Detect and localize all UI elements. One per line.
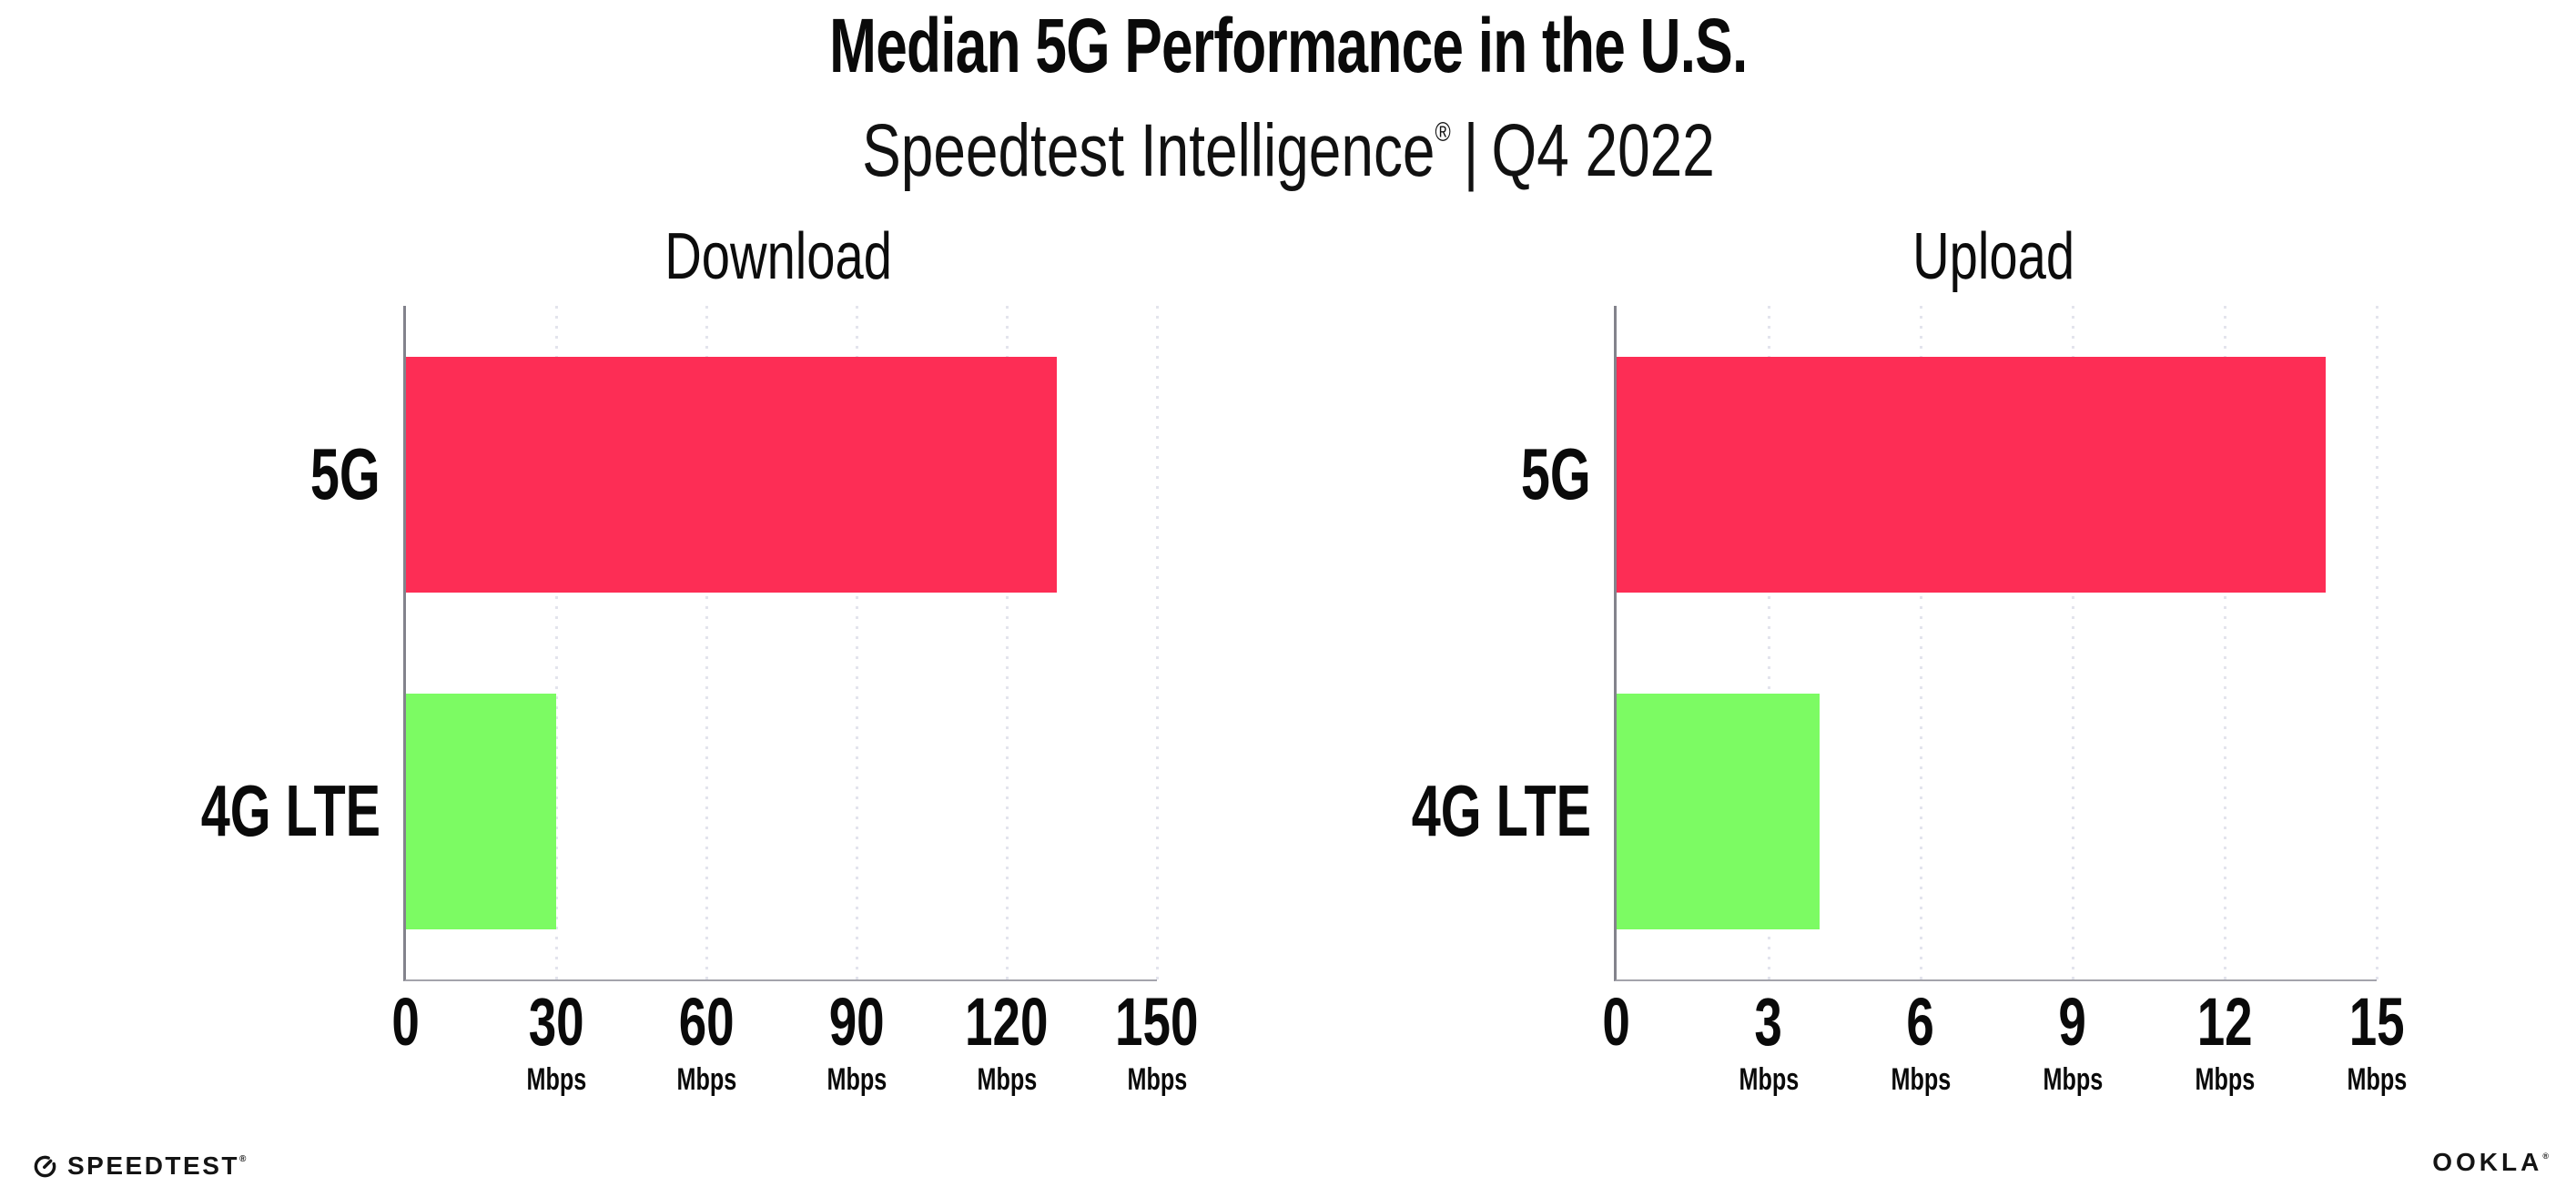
gridline [1156, 306, 1159, 979]
subtitle-period: Q4 2022 [1490, 109, 1715, 192]
x-tick-60: 60 Mbps [561, 979, 852, 1097]
gauge-icon [34, 1155, 56, 1177]
gridline [555, 306, 558, 979]
category-label-text: 5G [310, 433, 380, 514]
x-tick-3: 3 Mbps [1623, 979, 1914, 1097]
speedtest-wordmark: SPEEDTEST® [67, 1151, 247, 1180]
page-title: Median 5G Performance in the U.S. [828, 3, 1748, 88]
page-subtitle: Speedtest Intelligence® | Q4 2022 [0, 89, 2576, 195]
x-tick-unit: Mbps [2347, 1062, 2407, 1097]
x-tick-value: 9 [2058, 984, 2087, 1060]
subtitle-brand: Speedtest Intelligence [861, 109, 1435, 192]
x-tick-30: 30 Mbps [411, 979, 702, 1097]
x-tick-unit: Mbps [2195, 1062, 2255, 1097]
x-tick-90: 90 Mbps [711, 979, 1002, 1097]
x-tick-value: 0 [1602, 984, 1631, 1060]
gridline [1006, 306, 1009, 979]
category-label-text: 4G LTE [1411, 770, 1591, 851]
gridline [2224, 306, 2226, 979]
gridline [2072, 306, 2074, 979]
x-tick-value: 12 [2196, 984, 2253, 1060]
x-tick-unit: Mbps [676, 1062, 736, 1097]
gridline [856, 306, 858, 979]
registered-trademark-icon: ® [1435, 117, 1451, 147]
x-tick-9: 9 Mbps [1927, 979, 2218, 1097]
bar-4g-lte [1617, 693, 1820, 929]
gridline [705, 306, 708, 979]
x-tick-unit: Mbps [1891, 1062, 1951, 1097]
gridline [1920, 306, 1922, 979]
category-label-5g: 5G [1494, 438, 1591, 511]
bar-5g [406, 356, 1057, 593]
gridline [1768, 306, 1770, 979]
x-tick-value: 6 [1906, 984, 1935, 1060]
x-tick-unit: Mbps [827, 1062, 887, 1097]
category-label-text: 5G [1521, 433, 1591, 514]
x-tick-value: 3 [1754, 984, 1783, 1060]
registered-trademark-icon: ® [2542, 1151, 2549, 1161]
bar-5g [1617, 356, 2327, 593]
x-tick-120: 120 Mbps [861, 979, 1152, 1097]
category-label-4g-lte: 4G LTE [1342, 775, 1591, 847]
x-tick-value: 30 [528, 984, 584, 1060]
bar-4g-lte [406, 693, 556, 929]
x-tick-value: 120 [965, 984, 1049, 1060]
x-tick-value: 90 [828, 984, 885, 1060]
x-tick-15: 15 Mbps [2231, 979, 2522, 1097]
x-tick-value: 0 [391, 984, 421, 1060]
x-tick-unit: Mbps [977, 1062, 1037, 1097]
category-label-5g: 5G [283, 438, 380, 511]
ookla-wordmark: OOKLA® [2432, 1148, 2549, 1176]
x-tick-0: 0 [260, 979, 552, 1095]
registered-trademark-icon: ® [238, 1154, 247, 1164]
category-label-text: 4G LTE [200, 770, 380, 851]
chart-title-upload: Upload [1912, 220, 2075, 293]
category-label-4g-lte: 4G LTE [131, 775, 380, 847]
x-tick-6: 6 Mbps [1775, 979, 2066, 1097]
x-tick-unit: Mbps [526, 1062, 586, 1097]
x-tick-value: 60 [678, 984, 735, 1060]
speedtest-logo: SPEEDTEST® [33, 1151, 246, 1181]
x-tick-value: 15 [2348, 984, 2405, 1060]
subtitle-separator: | [1463, 109, 1478, 192]
x-tick-150: 150 Mbps [1011, 979, 1303, 1097]
x-tick-unit: Mbps [2043, 1062, 2103, 1097]
x-tick-unit: Mbps [1127, 1062, 1187, 1097]
chart-title-download: Download [664, 220, 893, 293]
ookla-logo: OOKLA® [2432, 1148, 2549, 1177]
x-tick-0: 0 [1471, 979, 1762, 1095]
plot-area-upload: 0 3 Mbps 6 Mbps 9 Mbps 12 Mbps 15 Mbps 5G 4G LTE [1412, 306, 2407, 1095]
x-tick-unit: Mbps [1739, 1062, 1799, 1097]
gridline [2376, 306, 2378, 979]
plot-area-download: 0 30 Mbps 60 Mbps 90 Mbps 120 Mbps 150 Mbps 5G 4G LT… [201, 306, 1199, 1095]
x-tick-12: 12 Mbps [2079, 979, 2370, 1097]
x-tick-value: 150 [1115, 984, 1199, 1060]
